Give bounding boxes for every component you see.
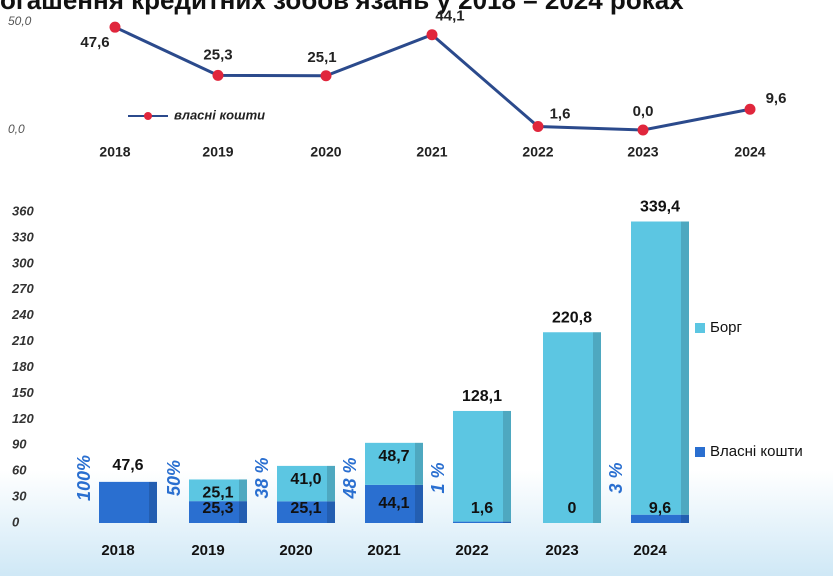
bar-shade: [239, 479, 247, 502]
x-tick-label: 2024: [734, 144, 765, 160]
y-tick-label: 270: [11, 281, 34, 296]
value-label: 9,6: [766, 90, 787, 107]
value-label: 47,6: [80, 34, 109, 51]
bar-segment: [365, 484, 423, 523]
value-label: 339,4: [640, 199, 680, 216]
y-tick-label: 120: [12, 411, 34, 426]
legend-marker: [144, 112, 152, 120]
y-tick-label: 330: [12, 229, 34, 244]
x-tick-label: 2020: [310, 144, 341, 160]
bar-shade: [415, 484, 423, 523]
marker: [109, 21, 121, 33]
bar-segment: [189, 501, 247, 523]
bar-segment: [277, 501, 335, 523]
value-label: 9,6: [649, 500, 671, 517]
value-label: 41,0: [290, 471, 321, 488]
legend-swatch: [695, 323, 705, 333]
legend-label: власні кошти: [174, 107, 265, 122]
percent-label: 38 %: [252, 457, 272, 498]
x-tick-label: 2018: [101, 542, 134, 559]
x-tick-label: 2022: [522, 144, 553, 160]
x-tick-label: 2021: [416, 144, 447, 160]
value-label: 44,1: [435, 8, 464, 25]
y-tick-label: 50,0: [8, 14, 32, 28]
x-tick-label: 2024: [633, 542, 667, 559]
y-tick-label: 210: [11, 333, 34, 348]
x-tick-label: 2020: [279, 542, 312, 559]
value-label: 0,0: [633, 103, 654, 120]
marker: [532, 121, 544, 133]
value-label: 47,6: [112, 457, 143, 474]
value-label: 220,8: [552, 309, 592, 326]
bar-shade: [149, 481, 157, 523]
bar-segment: [365, 442, 423, 485]
title: огашення кредитних зобов'язань у 2018 – …: [0, 0, 684, 15]
marker: [212, 69, 224, 81]
value-label: 25,1: [307, 49, 336, 66]
bar-shade: [593, 332, 601, 523]
percent-label: 50%: [164, 460, 184, 496]
bar-shade: [415, 442, 423, 485]
value-label: 1,6: [471, 500, 493, 517]
y-tick-label: 360: [12, 203, 34, 218]
marker: [744, 103, 756, 115]
y-tick-label: 90: [12, 437, 27, 452]
bar-shade: [681, 221, 689, 515]
percent-label: 100%: [74, 455, 94, 501]
y-tick-label: 300: [12, 255, 34, 270]
percent-label: 48 %: [340, 457, 360, 499]
x-tick-label: 2021: [367, 542, 400, 559]
bar-segment: [631, 514, 689, 523]
x-tick-label: 2018: [99, 144, 130, 160]
bar-segment: [631, 221, 689, 515]
value-label: 25,1: [290, 500, 321, 517]
bar-segment: [277, 465, 335, 502]
bar-shade: [327, 501, 335, 523]
bar-segment: [453, 410, 511, 522]
legend-label: Власні кошти: [710, 443, 803, 460]
y-tick-label: 150: [12, 385, 34, 400]
bar-segment: [543, 332, 601, 523]
x-tick-label: 2019: [191, 542, 224, 559]
percent-label: 1 %: [428, 462, 448, 493]
marker: [320, 70, 332, 82]
value-label: 48,7: [378, 448, 409, 465]
marker: [426, 29, 438, 41]
value-label: 25,1: [202, 485, 233, 502]
bar-shade: [503, 521, 511, 523]
bar-shade: [327, 465, 335, 502]
legend-swatch: [695, 447, 705, 457]
x-tick-label: 2019: [202, 144, 233, 160]
percent-label: 3 %: [606, 462, 626, 493]
value-label: 25,3: [203, 46, 232, 63]
bar-segment: [453, 521, 511, 523]
x-tick-label: 2023: [627, 144, 658, 160]
value-label: 25,3: [202, 500, 233, 517]
marker: [637, 124, 649, 136]
bar-shade: [681, 514, 689, 523]
bar-segment: [189, 479, 247, 502]
value-label: 1,6: [550, 106, 571, 123]
y-tick-label: 0: [12, 514, 20, 529]
y-tick-label: 30: [12, 489, 27, 504]
y-tick-label: 240: [11, 307, 34, 322]
value-label: 0: [568, 500, 577, 517]
bar-segment: [99, 481, 157, 523]
y-tick-label: 0,0: [8, 122, 25, 136]
x-tick-label: 2023: [545, 542, 578, 559]
y-tick-label: 180: [12, 359, 34, 374]
value-label: 128,1: [462, 388, 502, 405]
x-tick-label: 2022: [455, 542, 488, 559]
y-tick-label: 60: [12, 463, 27, 478]
bar-shade: [239, 501, 247, 523]
value-label: 44,1: [378, 495, 409, 512]
legend-label: Борг: [710, 319, 743, 336]
bar-shade: [503, 410, 511, 522]
